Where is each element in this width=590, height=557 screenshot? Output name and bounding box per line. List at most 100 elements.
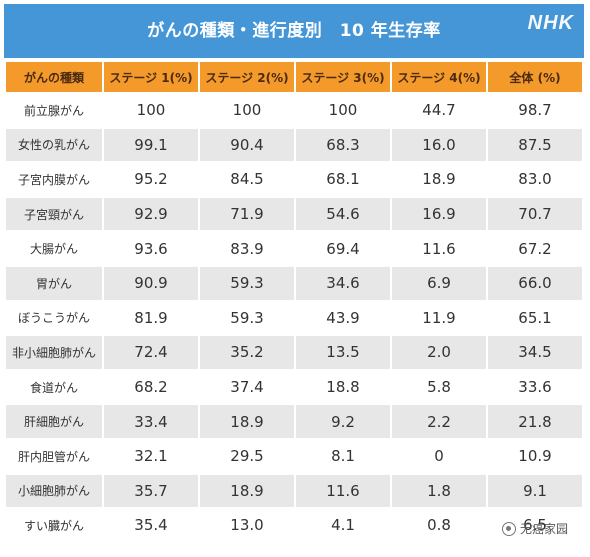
table-row: ぼうこうがん 81.9 59.3 43.9 11.9 65.1 xyxy=(6,301,582,335)
watermark-text: 无癌家园 xyxy=(519,522,568,536)
survival-rate-cell: 33.4 xyxy=(104,405,198,438)
cancer-type-label: 子宮内膜がん xyxy=(6,163,102,196)
survival-rate-cell: 98.7 xyxy=(488,94,582,127)
survival-rate-cell: 0 xyxy=(392,439,486,473)
survival-rate-cell: 1.8 xyxy=(392,474,486,508)
survival-rate-cell: 33.6 xyxy=(488,370,582,404)
survival-rate-cell: 69.4 xyxy=(296,232,390,265)
cancer-type-label: 小細胞肺がん xyxy=(6,474,102,508)
survival-rate-cell: 83.9 xyxy=(200,232,294,265)
survival-rate-cell: 66.0 xyxy=(488,266,582,300)
survival-rate-cell: 18.9 xyxy=(200,405,294,438)
column-header: 全体 (%) xyxy=(488,62,582,92)
survival-rate-cell: 37.4 xyxy=(200,370,294,404)
survival-rate-cell: 93.6 xyxy=(104,232,198,265)
table-row: 大腸がん 93.6 83.9 69.4 11.6 67.2 xyxy=(6,232,582,265)
survival-rate-cell: 65.1 xyxy=(488,301,582,335)
survival-rate-cell: 90.4 xyxy=(200,128,294,162)
column-header: がんの種類 xyxy=(6,62,102,92)
survival-rate-cell: 9.2 xyxy=(296,405,390,438)
table-header-row: がんの種類 ステージ 1(%) ステージ 2(%) ステージ 3(%) ステージ 4(%… xyxy=(6,62,582,92)
cancer-type-label: 女性の乳がん xyxy=(6,128,102,162)
cancer-type-label: 子宮頸がん xyxy=(6,197,102,231)
column-header: ステージ 2(%) xyxy=(200,62,294,92)
survival-rate-cell: 83.0 xyxy=(488,163,582,196)
table-row: すい臓がん 35.4 13.0 4.1 0.8 6.5 xyxy=(6,509,582,542)
survival-rate-cell: 92.9 xyxy=(104,197,198,231)
survival-rate-cell: 16.9 xyxy=(392,197,486,231)
table-row: 子宮内膜がん 95.2 84.5 68.1 18.9 83.0 xyxy=(6,163,582,196)
survival-rate-cell: 21.8 xyxy=(488,405,582,438)
survival-rate-cell: 34.5 xyxy=(488,336,582,369)
survival-rate-cell: 90.9 xyxy=(104,266,198,300)
survival-rate-cell: 35.2 xyxy=(200,336,294,369)
table-row: 非小細胞肺がん 72.4 35.2 13.5 2.0 34.5 xyxy=(6,336,582,369)
wechat-logo-icon xyxy=(501,521,516,536)
table-row: 子宮頸がん 92.9 71.9 54.6 16.9 70.7 xyxy=(6,197,582,231)
survival-rate-cell: 32.1 xyxy=(104,439,198,473)
survival-rate-cell: 43.9 xyxy=(296,301,390,335)
column-header: ステージ 4(%) xyxy=(392,62,486,92)
column-header: ステージ 3(%) xyxy=(296,62,390,92)
survival-rate-cell: 35.4 xyxy=(104,509,198,542)
survival-rate-cell: 68.1 xyxy=(296,163,390,196)
survival-rate-cell: 10.9 xyxy=(488,439,582,473)
survival-rate-cell: 2.2 xyxy=(392,405,486,438)
table-body: 前立腺がん 100 100 100 44.7 98.7 女性の乳がん 99.1 90.4 68.3… xyxy=(6,94,582,542)
chart-title: がんの種類・進行度別 10 年生存率 xyxy=(147,21,441,41)
cancer-type-label: 前立腺がん xyxy=(6,94,102,127)
survival-rate-cell: 18.8 xyxy=(296,370,390,404)
brand-logo: NHK xyxy=(527,12,574,34)
survival-rate-cell: 68.3 xyxy=(296,128,390,162)
survival-rate-cell: 18.9 xyxy=(392,163,486,196)
survival-rate-cell: 4.1 xyxy=(296,509,390,542)
cancer-type-label: 大腸がん xyxy=(6,232,102,265)
survival-rate-cell: 100 xyxy=(296,94,390,127)
survival-rate-cell: 5.8 xyxy=(392,370,486,404)
survival-rate-cell: 11.6 xyxy=(296,474,390,508)
survival-rate-cell: 71.9 xyxy=(200,197,294,231)
survival-rate-cell: 54.6 xyxy=(296,197,390,231)
cancer-type-label: 食道がん xyxy=(6,370,102,404)
table-row: 胃がん 90.9 59.3 34.6 6.9 66.0 xyxy=(6,266,582,300)
column-header: ステージ 1(%) xyxy=(104,62,198,92)
table-row: 肝内胆管がん 32.1 29.5 8.1 0 10.9 xyxy=(6,439,582,473)
survival-rate-cell: 72.4 xyxy=(104,336,198,369)
survival-rate-cell: 100 xyxy=(104,94,198,127)
survival-rate-cell: 2.0 xyxy=(392,336,486,369)
table-row: 女性の乳がん 99.1 90.4 68.3 16.0 87.5 xyxy=(6,128,582,162)
survival-rate-cell: 59.3 xyxy=(200,301,294,335)
survival-rate-cell: 13.5 xyxy=(296,336,390,369)
cancer-type-label: ぼうこうがん xyxy=(6,301,102,335)
survival-rate-cell: 6.9 xyxy=(392,266,486,300)
title-bar: がんの種類・進行度別 10 年生存率 NHK xyxy=(4,4,584,58)
survival-rate-cell: 59.3 xyxy=(200,266,294,300)
cancer-type-label: 胃がん xyxy=(6,266,102,300)
table-row: 小細胞肺がん 35.7 18.9 11.6 1.8 9.1 xyxy=(6,474,582,508)
survival-rate-cell: 95.2 xyxy=(104,163,198,196)
survival-rate-cell: 29.5 xyxy=(200,439,294,473)
survival-rate-cell: 68.2 xyxy=(104,370,198,404)
survival-rate-cell: 99.1 xyxy=(104,128,198,162)
chart-frame: がんの種類・進行度別 10 年生存率 NHK がんの種類 ステージ 1(%) ステー… xyxy=(4,4,584,553)
cancer-type-label: すい臓がん xyxy=(6,509,102,542)
survival-rate-cell: 44.7 xyxy=(392,94,486,127)
survival-rate-cell: 81.9 xyxy=(104,301,198,335)
survival-rate-cell: 11.6 xyxy=(392,232,486,265)
table-row: 肝細胞がん 33.4 18.9 9.2 2.2 21.8 xyxy=(6,405,582,438)
cancer-type-label: 肝細胞がん xyxy=(6,405,102,438)
survival-rate-cell: 8.1 xyxy=(296,439,390,473)
survival-rate-cell: 13.0 xyxy=(200,509,294,542)
survival-rate-cell: 35.7 xyxy=(104,474,198,508)
survival-rate-cell: 84.5 xyxy=(200,163,294,196)
watermark: 无癌家园 xyxy=(501,520,568,537)
table-row: 前立腺がん 100 100 100 44.7 98.7 xyxy=(6,94,582,127)
survival-rate-cell: 16.0 xyxy=(392,128,486,162)
survival-rate-cell: 67.2 xyxy=(488,232,582,265)
survival-rate-cell: 34.6 xyxy=(296,266,390,300)
table-row: 食道がん 68.2 37.4 18.8 5.8 33.6 xyxy=(6,370,582,404)
survival-rate-cell: 9.1 xyxy=(488,474,582,508)
survival-rate-cell: 11.9 xyxy=(392,301,486,335)
survival-table: がんの種類 ステージ 1(%) ステージ 2(%) ステージ 3(%) ステージ 4(%… xyxy=(4,60,584,544)
survival-rate-cell: 100 xyxy=(200,94,294,127)
